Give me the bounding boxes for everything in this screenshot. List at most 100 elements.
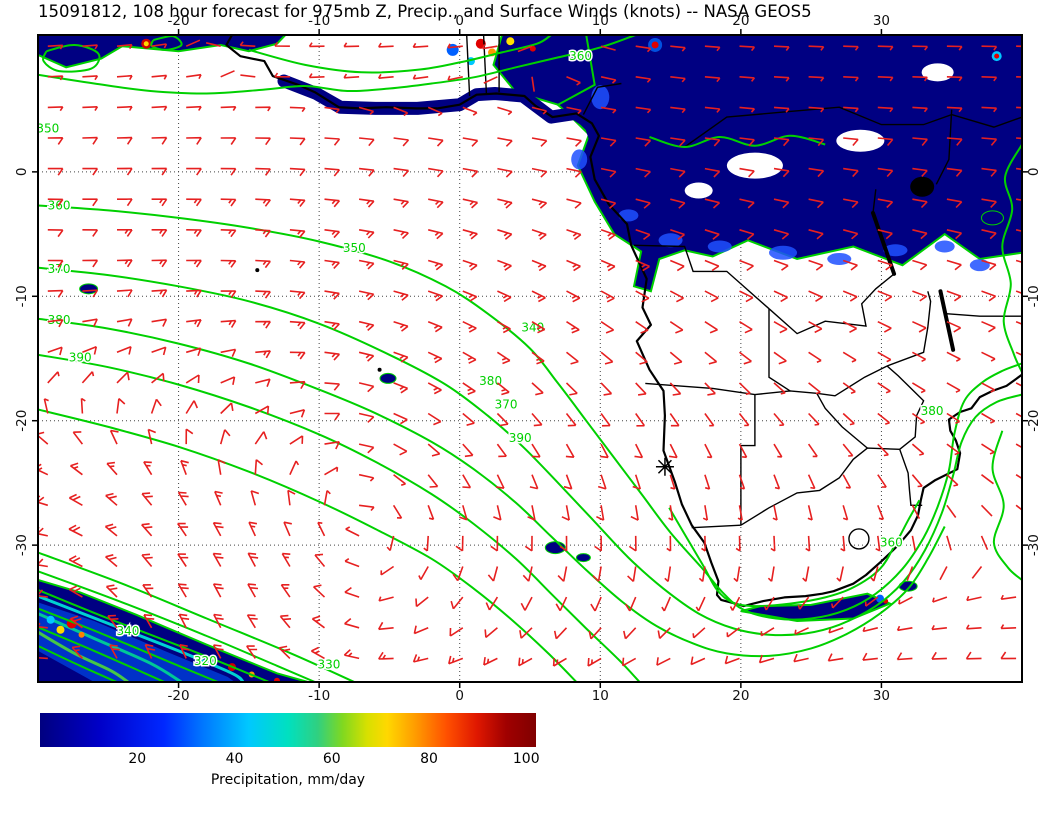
wind-barb xyxy=(141,492,153,506)
wind-barb xyxy=(247,583,259,598)
wind-barb xyxy=(877,505,885,521)
wind-barb xyxy=(773,443,783,458)
wind-barb xyxy=(635,45,652,53)
wind-barb xyxy=(393,106,409,117)
wind-barb xyxy=(518,657,533,667)
wind-barb xyxy=(462,259,478,271)
height-contour xyxy=(38,570,316,682)
wind-barb xyxy=(220,198,237,207)
country-border xyxy=(768,308,791,392)
wind-barb xyxy=(358,504,375,512)
wind-barb xyxy=(47,198,64,207)
map-plot: 3603703803903503503403803703903603803603… xyxy=(14,13,1042,704)
wind-barb xyxy=(704,198,721,209)
wind-barb xyxy=(877,76,894,82)
y-axis-label: -10 xyxy=(1026,285,1042,307)
wind-barb xyxy=(255,350,271,359)
wind-barb xyxy=(220,106,237,112)
contour-label: 370 xyxy=(48,262,71,276)
wind-barb xyxy=(345,526,360,537)
wind-barb xyxy=(143,614,155,629)
wind-barb xyxy=(496,412,509,427)
wind-barb xyxy=(981,259,997,271)
wind-barb xyxy=(151,43,168,49)
wind-barb xyxy=(289,380,306,390)
contour-label: 380 xyxy=(921,404,944,418)
precip-blob xyxy=(575,553,591,563)
wind-barb xyxy=(214,490,223,506)
wind-barb xyxy=(690,656,706,666)
wind-barb xyxy=(255,167,271,176)
precip-gap xyxy=(921,63,954,82)
wind-barb xyxy=(592,566,602,582)
wind-barb xyxy=(877,290,893,302)
wind-barb xyxy=(739,106,756,113)
wind-barb xyxy=(71,645,83,659)
wind-barb xyxy=(531,290,546,303)
wind-barb xyxy=(358,229,375,239)
wind-barb xyxy=(704,351,718,365)
wind-barb xyxy=(946,443,960,456)
wind-barb xyxy=(911,382,926,394)
wind-barb xyxy=(862,652,878,661)
lake xyxy=(910,176,935,197)
wind-barb xyxy=(106,461,118,476)
wind-barb xyxy=(82,198,99,207)
wind-barb xyxy=(246,645,258,659)
wind-barb xyxy=(635,413,646,427)
country-border xyxy=(645,382,817,396)
precip-blob xyxy=(379,372,397,384)
wind-barb xyxy=(151,259,168,268)
wind-barb xyxy=(946,45,963,51)
wind-barb xyxy=(808,167,825,178)
wind-barb xyxy=(797,596,810,610)
wind-barb xyxy=(289,320,306,330)
lake xyxy=(938,289,956,352)
y-axis-label: 0 xyxy=(14,168,30,177)
wind-barb xyxy=(343,73,360,79)
wind-barb xyxy=(807,443,818,458)
wind-barb xyxy=(946,76,963,82)
wind-barb xyxy=(287,489,296,506)
wind-barb xyxy=(82,345,98,355)
wind-barb xyxy=(553,627,568,640)
wind-barb xyxy=(254,405,270,415)
wind-barb xyxy=(704,45,721,52)
wind-barb xyxy=(827,653,844,662)
wind-barb xyxy=(255,320,271,329)
wind-barb xyxy=(497,229,513,240)
wind-barb xyxy=(255,106,271,112)
wind-barb xyxy=(324,259,340,269)
precip-blob xyxy=(980,210,1004,226)
wind-barb xyxy=(911,504,921,519)
wind-barb xyxy=(773,382,786,395)
wind-barb xyxy=(552,657,567,667)
precip-area xyxy=(492,35,596,106)
wind-barb xyxy=(109,429,119,445)
wind-barb xyxy=(151,74,168,80)
wind-barb xyxy=(358,351,375,362)
wind-barb xyxy=(531,412,543,427)
wind-barb xyxy=(393,320,409,332)
contour-label: 350 xyxy=(343,241,366,255)
wind-barb xyxy=(427,259,444,271)
wind-barb xyxy=(773,412,785,427)
wind-barb xyxy=(427,382,442,395)
wind-barb xyxy=(566,351,579,365)
wind-barb xyxy=(450,596,464,610)
wind-barb xyxy=(178,613,190,629)
wind-barb xyxy=(212,552,224,567)
wind-barb xyxy=(105,492,118,506)
wind-barb xyxy=(726,627,740,638)
wind-barb xyxy=(151,318,168,327)
wind-barb xyxy=(877,474,887,488)
wind-barb xyxy=(808,290,823,302)
wind-barb xyxy=(151,198,168,207)
wind-barb xyxy=(254,431,268,445)
wind-barb xyxy=(393,259,409,270)
wind-barb xyxy=(635,137,652,147)
country-border xyxy=(886,365,925,450)
wind-barb xyxy=(635,106,652,114)
wind-barb xyxy=(250,490,260,506)
wind-barb xyxy=(836,566,844,582)
